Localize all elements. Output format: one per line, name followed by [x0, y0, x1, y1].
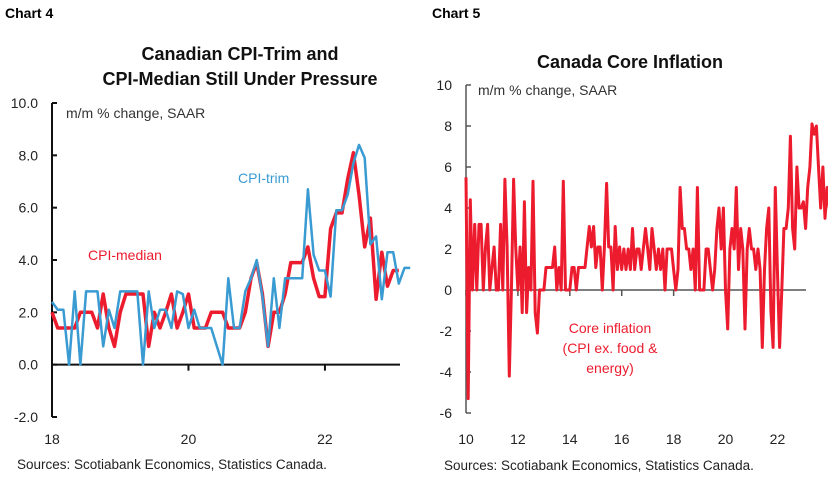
- chart4-y-tick-label: 6.0: [19, 200, 39, 216]
- chart4-y-tick-label: 8.0: [19, 147, 39, 163]
- chart5-x-tick-label: 20: [718, 431, 734, 447]
- chart5-annotation-line1: Core inflation: [568, 320, 652, 336]
- chart5-label: Chart 5: [432, 5, 481, 21]
- chart5-title: Canada Core Inflation: [480, 50, 780, 75]
- chart4-y-tick-label: -2.0: [14, 409, 38, 425]
- chart4-x-tick-label: 20: [181, 431, 197, 447]
- chart4-title-line2: CPI-Median Still Under Pressure: [102, 69, 378, 89]
- chart5-title-line1: Canada Core Inflation: [536, 52, 724, 72]
- chart5-x-tick-label: 18: [666, 431, 682, 447]
- chart5-x-tick-label: 16: [614, 431, 630, 447]
- chart4-title: Canadian CPI-Trim and CPI-Median Still U…: [90, 42, 390, 92]
- chart5-y-tick-label: 10: [436, 77, 452, 93]
- chart4-x-tick-label: 22: [317, 431, 333, 447]
- chart4-y-tick-label: 0.0: [19, 357, 39, 373]
- chart5-y-tick-label: 0: [444, 282, 452, 298]
- chart5-y-tick-label: 6: [444, 159, 452, 175]
- chart4-y-tick-label: 2.0: [19, 304, 39, 320]
- chart4-y-tick-label: 4.0: [19, 252, 39, 268]
- chart5-y-tick-label: -6: [440, 405, 453, 421]
- chart5-x-tick-label: 12: [510, 431, 526, 447]
- chart5-annotation: Core inflation (CPI ex. food & energy): [555, 318, 665, 378]
- chart5-y-tick-label: -2: [440, 323, 453, 339]
- chart5-unit-note: m/m % change, SAAR: [478, 82, 618, 98]
- chart5-annotation-line2: (CPI ex. food &: [562, 340, 658, 356]
- chart5-x-tick-label: 10: [458, 431, 474, 447]
- chart4-annotation-median: CPI-median: [88, 247, 162, 263]
- chart4-sources: Sources: Scotiabank Economics, Statistic…: [17, 457, 327, 472]
- chart4-annotation-trim: CPI-trim: [238, 170, 290, 186]
- chart5-sources: Sources: Scotiabank Economics, Statistic…: [444, 458, 754, 473]
- chart5-y-tick-label: 2: [444, 241, 452, 257]
- chart4-title-line1: Canadian CPI-Trim and: [141, 44, 339, 64]
- chart5-x-tick-label: 14: [562, 431, 578, 447]
- chart5-annotation-line3: energy): [586, 360, 634, 376]
- chart4-unit-note: m/m % change, SAAR: [66, 105, 206, 121]
- chart4-label: Chart 4: [5, 5, 54, 21]
- chart5-y-tick-label: -4: [440, 364, 453, 380]
- chart5-y-tick-label: 4: [444, 200, 452, 216]
- chart4-series-cpi-trim: [50, 143, 411, 366]
- chart5-series-core-inflation-cpi-ex-food-energy: [464, 122, 828, 401]
- chart5-x-tick-label: 22: [770, 431, 786, 447]
- chart4-x-tick-label: 18: [44, 431, 60, 447]
- chart4-y-tick-label: 10.0: [11, 95, 38, 111]
- chart5-y-tick-label: 8: [444, 118, 452, 134]
